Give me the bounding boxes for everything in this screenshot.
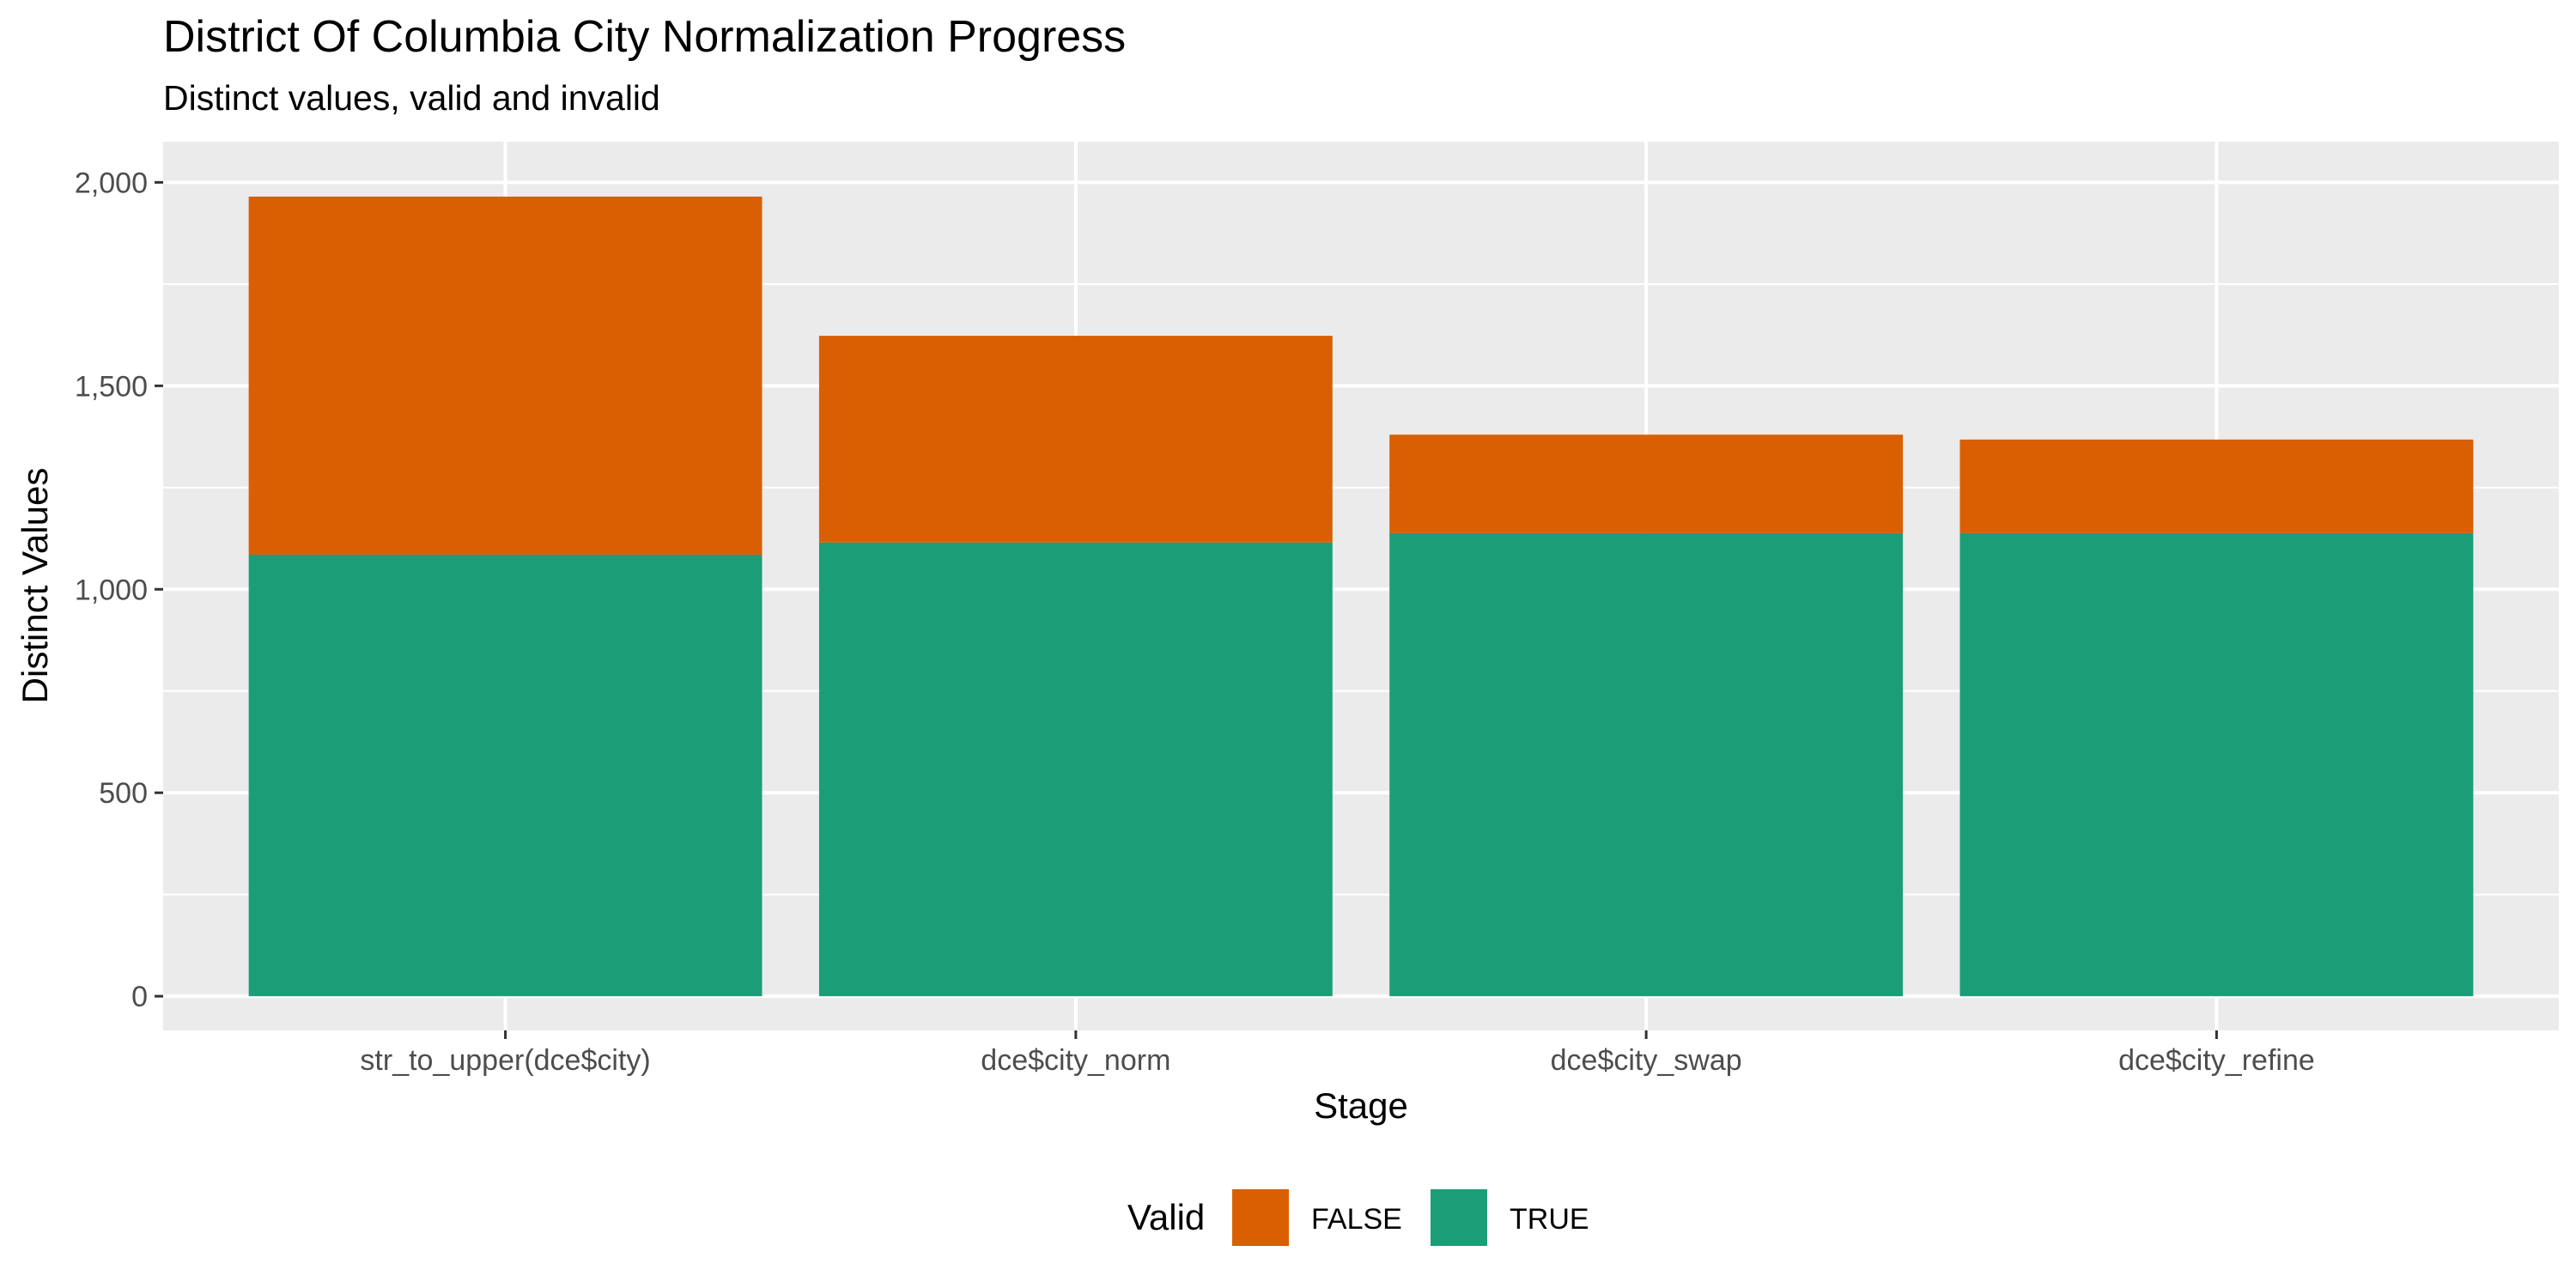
bar-false <box>1959 439 2474 533</box>
bar-true <box>248 555 762 997</box>
legend-swatch-true <box>1431 1189 1487 1246</box>
bar-true <box>1959 532 2474 997</box>
chart-subtitle: Distinct values, valid and invalid <box>163 78 660 118</box>
x-tick-label: dce$city_refine <box>2118 1044 2315 1077</box>
y-tick-label: 1,500 <box>75 370 148 403</box>
y-tick-label: 1,000 <box>75 574 148 606</box>
legend-label-true: TRUE <box>1510 1203 1589 1236</box>
bars <box>248 196 2474 997</box>
x-axis: str_to_upper(dce$city) dce$city_norm dce$c… <box>360 1030 2315 1077</box>
bar-true <box>818 542 1333 997</box>
legend-swatch-false <box>1232 1189 1289 1246</box>
y-axis: 0 500 1,000 1,500 2,000 <box>75 167 163 1013</box>
y-tick-label: 500 <box>99 777 148 810</box>
legend: Valid FALSE TRUE <box>1127 1189 1589 1246</box>
x-axis-title: Stage <box>1314 1085 1408 1126</box>
y-axis-title: Distinct Values <box>15 468 55 704</box>
bar-false <box>248 196 762 556</box>
x-tick-label: dce$city_swap <box>1551 1044 1742 1077</box>
bar-false <box>818 336 1333 543</box>
legend-title: Valid <box>1127 1197 1205 1237</box>
x-tick-label: dce$city_norm <box>981 1044 1170 1077</box>
y-tick-label: 0 <box>131 981 148 1013</box>
legend-label-false: FALSE <box>1311 1203 1402 1236</box>
x-tick-label: str_to_upper(dce$city) <box>360 1044 650 1077</box>
bar-true <box>1389 532 1904 997</box>
y-tick-label: 2,000 <box>75 167 148 199</box>
bar-false <box>1389 434 1904 533</box>
chart-title: District Of Columbia City Normalization … <box>163 12 1126 62</box>
